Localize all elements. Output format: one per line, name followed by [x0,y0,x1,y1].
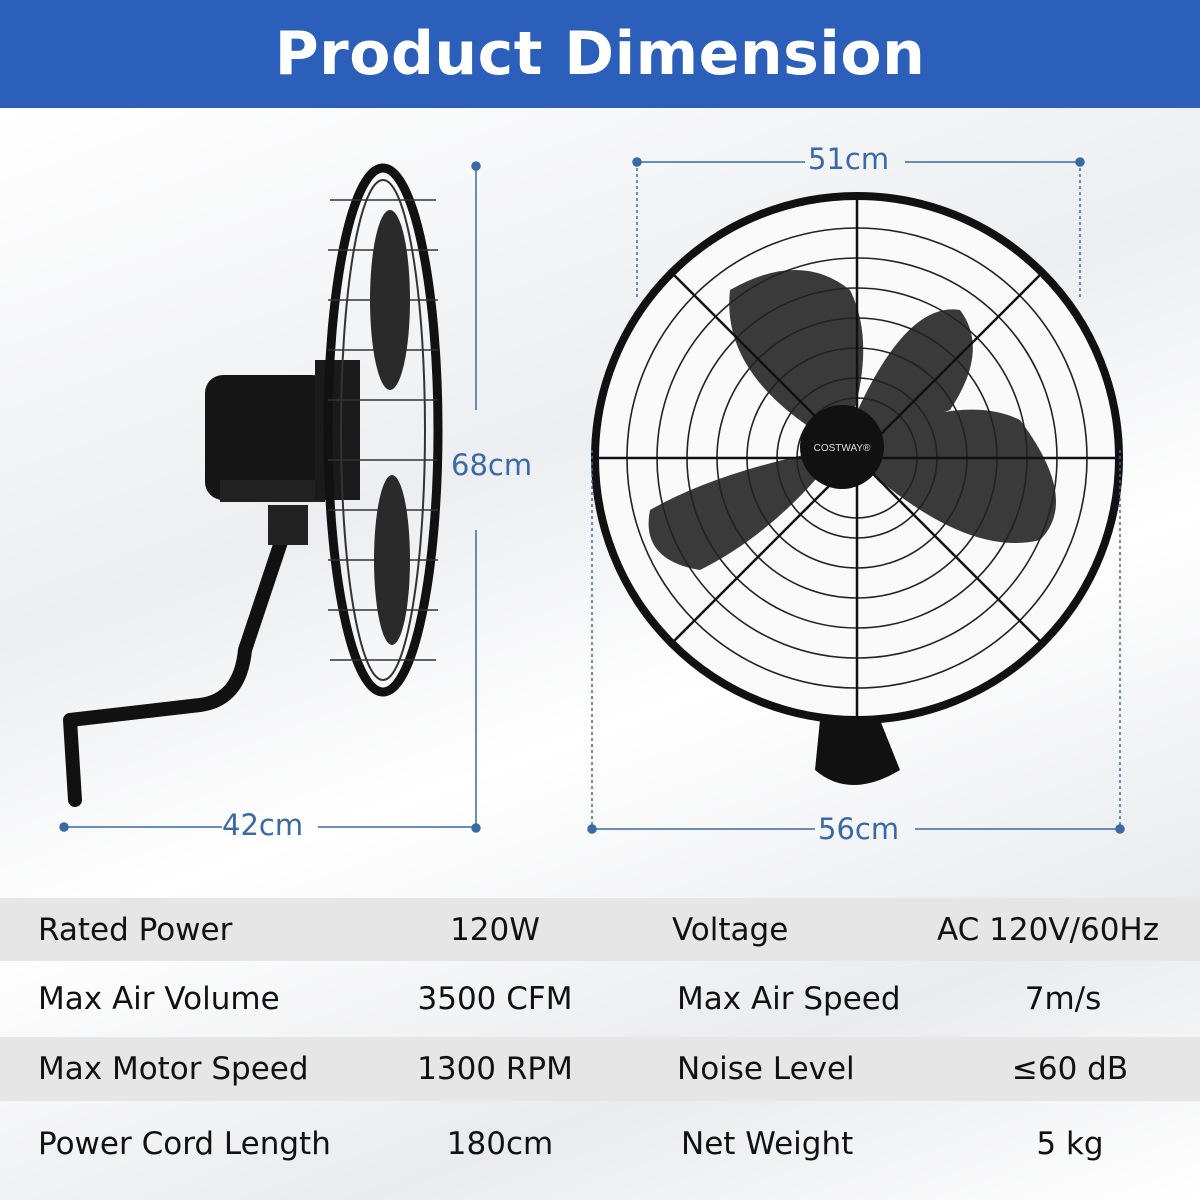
dimension-lines [59,157,1125,834]
spec-label: Voltage [672,911,789,948]
spec-value: ≤60 dB [1011,1051,1129,1087]
title-banner: Product Dimension [0,0,1200,108]
spec-label: Power Cord Length [38,1126,331,1162]
spec-label: Max Motor Speed [38,1051,309,1087]
width-bottom-label: 56cm [818,812,900,846]
spec-value: 7m/s [1024,981,1102,1017]
spec-row: Max Motor Speed 1300 RPM Noise Level ≤60… [0,1037,1200,1101]
spec-row: Max Air Volume 3500 CFM Max Air Speed 7m… [0,961,1200,1037]
spec-row: Power Cord Length 180cm Net Weight 5 kg [0,1101,1200,1187]
brand-logo: COSTWAY® [814,443,871,454]
spec-label: Net Weight [681,1126,854,1162]
side-view-fan-image [63,163,443,807]
front-view-fan-image: COSTWAY® [591,192,1123,785]
page-title: Product Dimension [274,19,926,89]
height-label: 68cm [451,448,533,482]
depth-label: 42cm [222,808,304,842]
spec-value: 1300 RPM [417,1051,573,1087]
spec-table: Rated Power 120W Voltage AC 120V/60Hz Ma… [0,898,1200,1187]
spec-value: 3500 CFM [417,981,573,1017]
spec-value: 120W [450,911,540,948]
spec-label: Rated Power [38,911,233,948]
spec-value: 5 kg [1036,1126,1104,1162]
spec-label: Max Air Volume [38,981,280,1017]
spec-value: 180cm [446,1126,554,1162]
spec-row: Rated Power 120W Voltage AC 120V/60Hz [0,898,1200,961]
spec-label: Max Air Speed [677,981,901,1017]
spec-value: AC 120V/60Hz [936,911,1160,948]
spec-label: Noise Level [677,1051,855,1087]
product-illustration: COSTWAY® [59,157,1125,834]
width-top-label: 51cm [808,142,890,176]
